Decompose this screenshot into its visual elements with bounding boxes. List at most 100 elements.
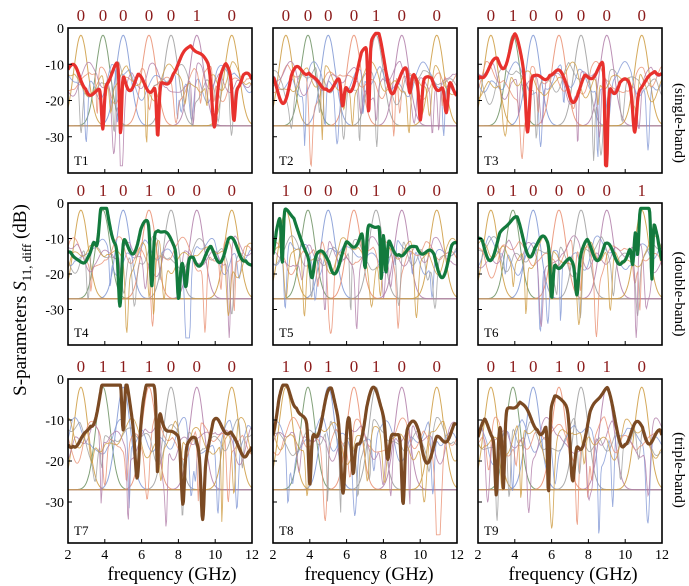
plot-area [273, 31, 457, 168]
x-tick-label: 2 [270, 548, 277, 563]
plot-area [68, 34, 252, 167]
bit-value: 0 [77, 6, 86, 25]
panel-t2: T20 0 0 0 1 0 0 [272, 6, 458, 174]
bit-value: 0 [603, 6, 612, 25]
plot-area [478, 32, 662, 168]
highlighted-curve-t2 [273, 31, 457, 122]
x-axis-label-col1: frequency (GHz) [107, 564, 236, 585]
panel-tag: T5 [279, 325, 293, 340]
x-tick-label: 12 [450, 548, 464, 563]
background-curve [478, 34, 662, 127]
bit-value: 0 [398, 357, 407, 376]
row-label-single-band: (single-band) [671, 83, 687, 163]
bit-value: 1 [282, 181, 291, 200]
bit-value: 1 [145, 357, 154, 376]
bit-value: 0 [167, 181, 176, 200]
y-axis-label-symbol: S [10, 281, 31, 291]
background-trace [478, 235, 662, 338]
y-tick-label: -30 [45, 496, 64, 511]
x-tick-label: 10 [618, 548, 632, 563]
bit-value: 0 [228, 6, 237, 25]
background-trace [273, 417, 457, 536]
panel-tag: T8 [279, 523, 293, 538]
bit-value: 0 [304, 181, 313, 200]
bit-value: 1 [638, 181, 647, 200]
bit-value: 1 [372, 357, 381, 376]
plot-area [273, 207, 457, 334]
y-axis-label-prefix: S-parameters [10, 291, 31, 396]
row-label-double-band: (double-band) [671, 252, 687, 337]
bit-value: 0 [193, 181, 202, 200]
bit-value: 0 [638, 6, 647, 25]
bit-value: 0 [555, 6, 564, 25]
bit-value: 0 [350, 357, 359, 376]
x-tick-label: 2 [65, 548, 72, 563]
x-axis-label-col3: frequency (GHz) [508, 564, 637, 585]
x-tick-label: 12 [655, 548, 669, 563]
background-curve [478, 34, 662, 127]
background-curve [478, 34, 662, 127]
y-tick-label: -10 [45, 233, 64, 248]
bit-value: 1 [282, 357, 291, 376]
x-tick-label: 8 [175, 548, 182, 563]
background-curve [478, 34, 662, 127]
bit-value: 1 [372, 181, 381, 200]
highlighted-curve-t1 [68, 44, 252, 137]
y-tick-label: -10 [45, 414, 64, 429]
background-curve [68, 386, 252, 491]
bit-value: 1 [193, 6, 202, 25]
panel-t5: T51 0 0 0 1 0 0 [272, 181, 458, 346]
background-trace [273, 67, 457, 148]
bit-value: 0 [228, 357, 237, 376]
labels-group: S-parameters S11, diff (dB) (single-band… [10, 83, 687, 585]
panel-tag: T1 [74, 153, 88, 168]
background-curve [478, 34, 662, 127]
plot-area [478, 206, 662, 338]
row-label-triple-band: (triple-band) [671, 432, 687, 508]
panel-tag: T4 [74, 325, 89, 340]
bit-value: 0 [398, 181, 407, 200]
x-tick-label: 2 [475, 548, 482, 563]
bit-value: 0 [77, 357, 86, 376]
bit-value: 1 [603, 357, 612, 376]
plot-area [478, 385, 662, 534]
y-tick-label: -30 [45, 131, 64, 146]
panel-tag: T9 [484, 523, 498, 538]
bit-value: 0 [577, 357, 586, 376]
background-trace [478, 61, 662, 161]
background-trace [68, 239, 252, 333]
background-trace [68, 235, 252, 315]
bit-value: 1 [372, 6, 381, 25]
bit-value: 1 [99, 181, 108, 200]
bit-value: 0 [145, 6, 154, 25]
bit-value: 0 [193, 357, 202, 376]
x-tick-label: 6 [138, 548, 145, 563]
bit-value: 0 [77, 181, 86, 200]
bit-value: 0 [304, 357, 313, 376]
background-curve [478, 34, 662, 127]
y-tick-label: -10 [45, 58, 64, 73]
bit-value: 0 [350, 6, 359, 25]
bit-value: 1 [509, 6, 518, 25]
bit-value: 1 [145, 181, 154, 200]
bit-value: 0 [638, 357, 647, 376]
panel-tag: T3 [484, 153, 498, 168]
background-trace [273, 61, 457, 146]
plot-area [68, 206, 252, 339]
highlighted-curve-t7 [68, 383, 252, 522]
x-tick-label: 12 [245, 548, 259, 563]
bit-value: 0 [228, 181, 237, 200]
background-curve [478, 34, 662, 127]
y-tick-label: -20 [45, 268, 64, 283]
highlighted-curve-t8 [273, 383, 457, 505]
bit-value: 0 [529, 181, 538, 200]
y-tick-label: -20 [45, 95, 64, 110]
x-tick-label: 4 [511, 548, 518, 563]
bit-value: 0 [487, 181, 496, 200]
